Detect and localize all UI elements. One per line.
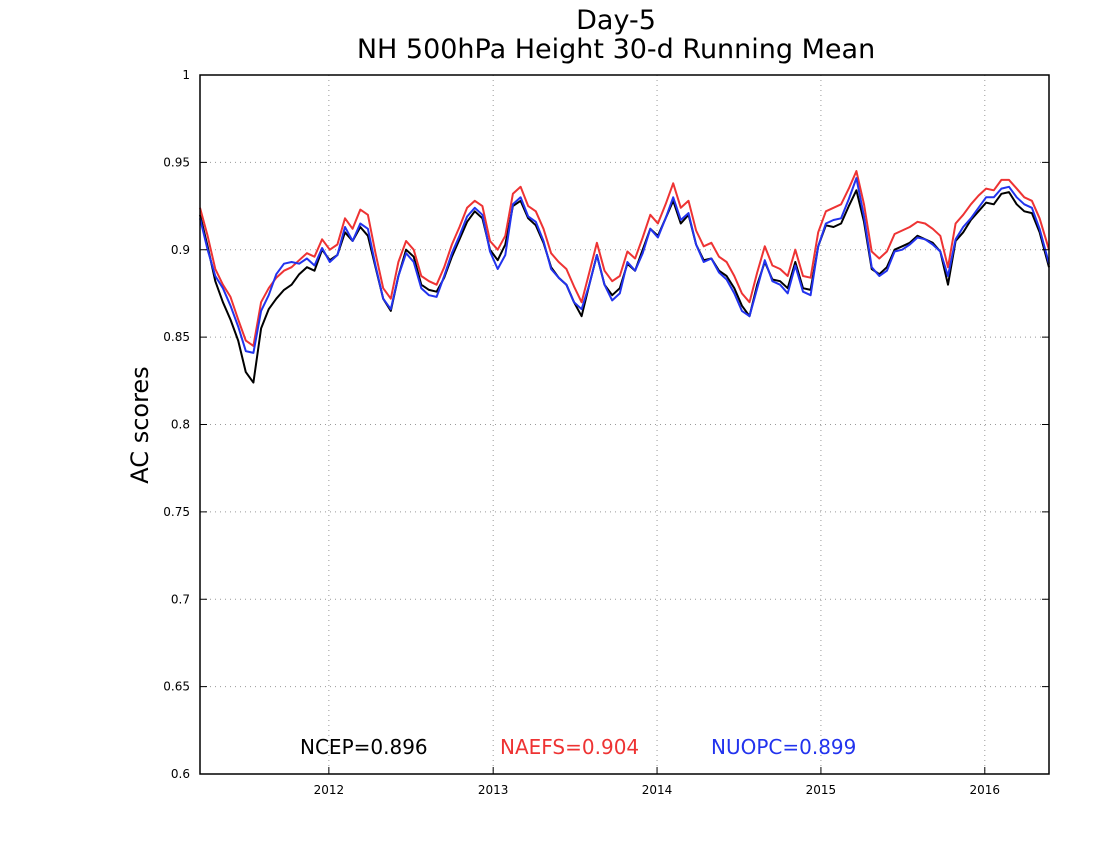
x-tick-label: 2015	[806, 783, 837, 797]
legend-nuopc: NUOPC=0.899	[711, 735, 856, 759]
x-tick-label: 2012	[314, 783, 345, 797]
chart-subtitle: NH 500hPa Height 30-d Running Mean	[357, 34, 875, 65]
legend: NCEP=0.896 NAEFS=0.904 NUOPC=0.899	[300, 735, 856, 759]
x-tick-label: 2016	[970, 783, 1001, 797]
y-tick-label: 0.6	[171, 767, 190, 781]
series-line-3	[199, 177, 1050, 354]
y-tick-label: 0.8	[171, 418, 190, 432]
y-tick-label: 0.75	[163, 505, 190, 519]
y-tick-label: 0.9	[171, 243, 190, 257]
legend-naefs: NAEFS=0.904	[500, 735, 639, 759]
y-axis-label: AC scores	[126, 366, 154, 483]
y-tick-label: 0.65	[163, 680, 190, 694]
y-tick-label: 0.7	[171, 592, 190, 606]
y-axis-ticks: 0.6 0.65 0.7 0.75 0.8 0.85 0.9 0.95 1	[163, 68, 1049, 781]
y-tick-label: 0.95	[163, 155, 190, 169]
grid-lines	[200, 75, 1049, 774]
x-axis-ticks: 2012 2013 2014 2015 2016	[314, 767, 1000, 797]
plot-frame	[199, 74, 1050, 775]
y-tick-label: 0.85	[163, 330, 190, 344]
series-line-1	[199, 189, 1050, 384]
series-lines	[199, 170, 1050, 384]
legend-ncep: NCEP=0.896	[300, 735, 428, 759]
y-tick-label: 1	[182, 68, 190, 82]
chart-title: Day-5	[576, 5, 656, 36]
x-tick-label: 2013	[478, 783, 509, 797]
x-tick-label: 2014	[642, 783, 673, 797]
series-line-2	[199, 170, 1050, 347]
